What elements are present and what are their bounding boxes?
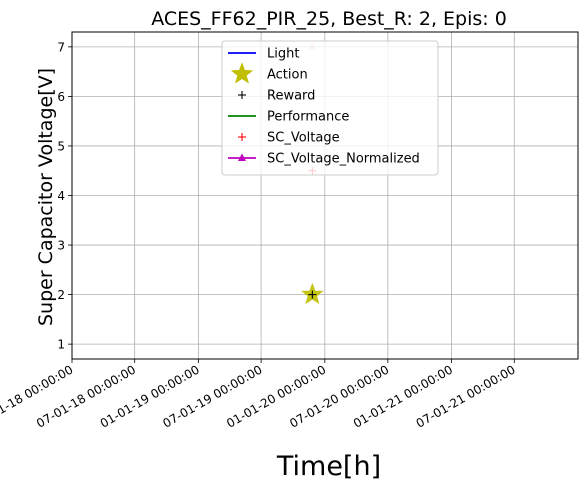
- legend-action-label: Action: [267, 68, 308, 83]
- legend-sc-voltage-normalized-label: SC_Voltage_Normalized: [267, 152, 420, 167]
- legend-sc-voltage-label: SC_Voltage: [267, 131, 340, 146]
- legend-action-handle: [230, 62, 254, 84]
- chart-title: ACES_FF62_PIR_25, Best_R: 2, Epis: 0: [151, 8, 507, 30]
- y-axis-label: Super Capacitor Voltage[V]: [35, 68, 57, 326]
- legend-performance-label: Performance: [267, 110, 349, 125]
- reward-point: [308, 290, 317, 299]
- legend-sc-voltage-normalized-handle: [228, 153, 256, 161]
- y-tick-label: 5: [57, 139, 65, 153]
- y-tick-label: 1: [57, 338, 65, 352]
- y-tick-label: 6: [57, 90, 65, 104]
- legend: Light Action Reward Performance SC_Voltage SC…: [221, 40, 439, 176]
- legend-box: [221, 40, 439, 176]
- legend-reward-label: Reward: [267, 89, 315, 104]
- y-tick-label: 7: [57, 40, 65, 54]
- legend-sc-voltage-handle: [238, 133, 246, 141]
- y-tick-label: 2: [57, 288, 65, 302]
- y-tick-label: 3: [57, 239, 65, 253]
- y-tick-label: 4: [57, 189, 65, 203]
- legend-light-label: Light: [267, 47, 299, 62]
- x-axis-label: Time[h]: [276, 451, 381, 482]
- legend-reward-handle: [238, 91, 246, 99]
